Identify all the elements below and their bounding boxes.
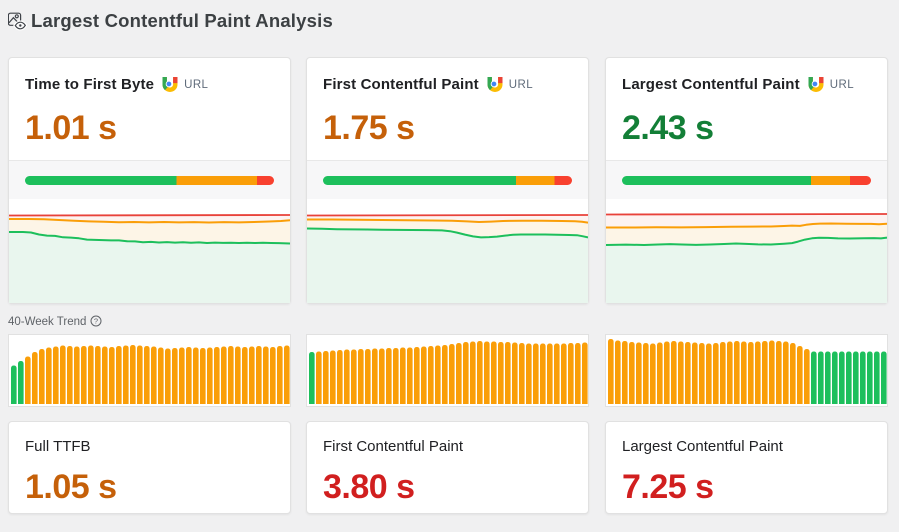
svg-text:?: ?	[94, 317, 98, 326]
